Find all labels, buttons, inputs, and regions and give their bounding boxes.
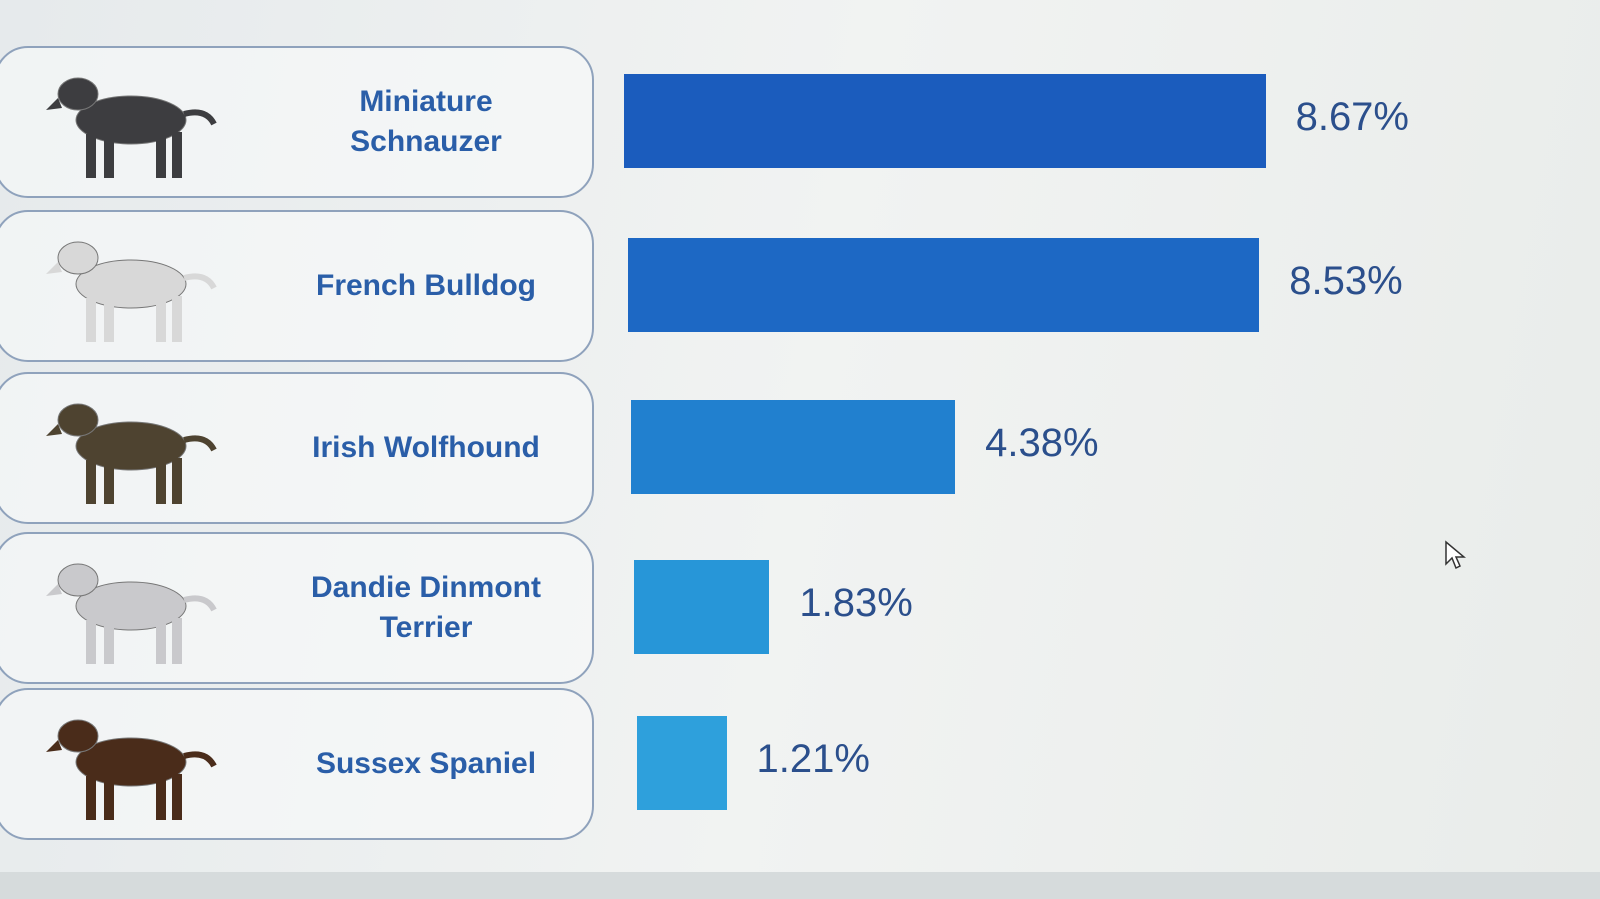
category-label: Dandie Dinmont Terrier [311,571,541,644]
category-label: French Bulldog [316,269,536,302]
category-label: Sussex Spaniel [315,747,537,780]
breed-card: Miniature Schnauzer [0,46,594,198]
dog-image [46,563,217,664]
value-label: 8.53% [1289,259,1403,303]
bar [628,238,1260,332]
mouse-cursor [1445,540,1466,570]
breed-card: Irish Wolfhound [0,372,594,524]
value-label: 4.38% [985,421,1099,465]
bar [637,716,727,810]
breed-card: Sussex Spaniel [0,688,594,840]
screen-edge [0,872,1600,899]
bar [624,74,1266,168]
value-label: 8.67% [1295,95,1409,139]
dog-image [46,719,217,820]
bar [634,560,770,654]
value-label: 1.21% [756,737,870,781]
value-label: 1.83% [799,581,913,625]
breed-card: French Bulldog [0,210,594,362]
category-label: Miniature Schnauzer [350,85,502,158]
dog-image [46,77,217,178]
bar [631,400,956,494]
breed-card: Dandie Dinmont Terrier [0,532,594,684]
category-label: Irish Wolfhound [312,431,540,464]
dog-image [46,241,217,342]
dog-image [46,403,217,504]
